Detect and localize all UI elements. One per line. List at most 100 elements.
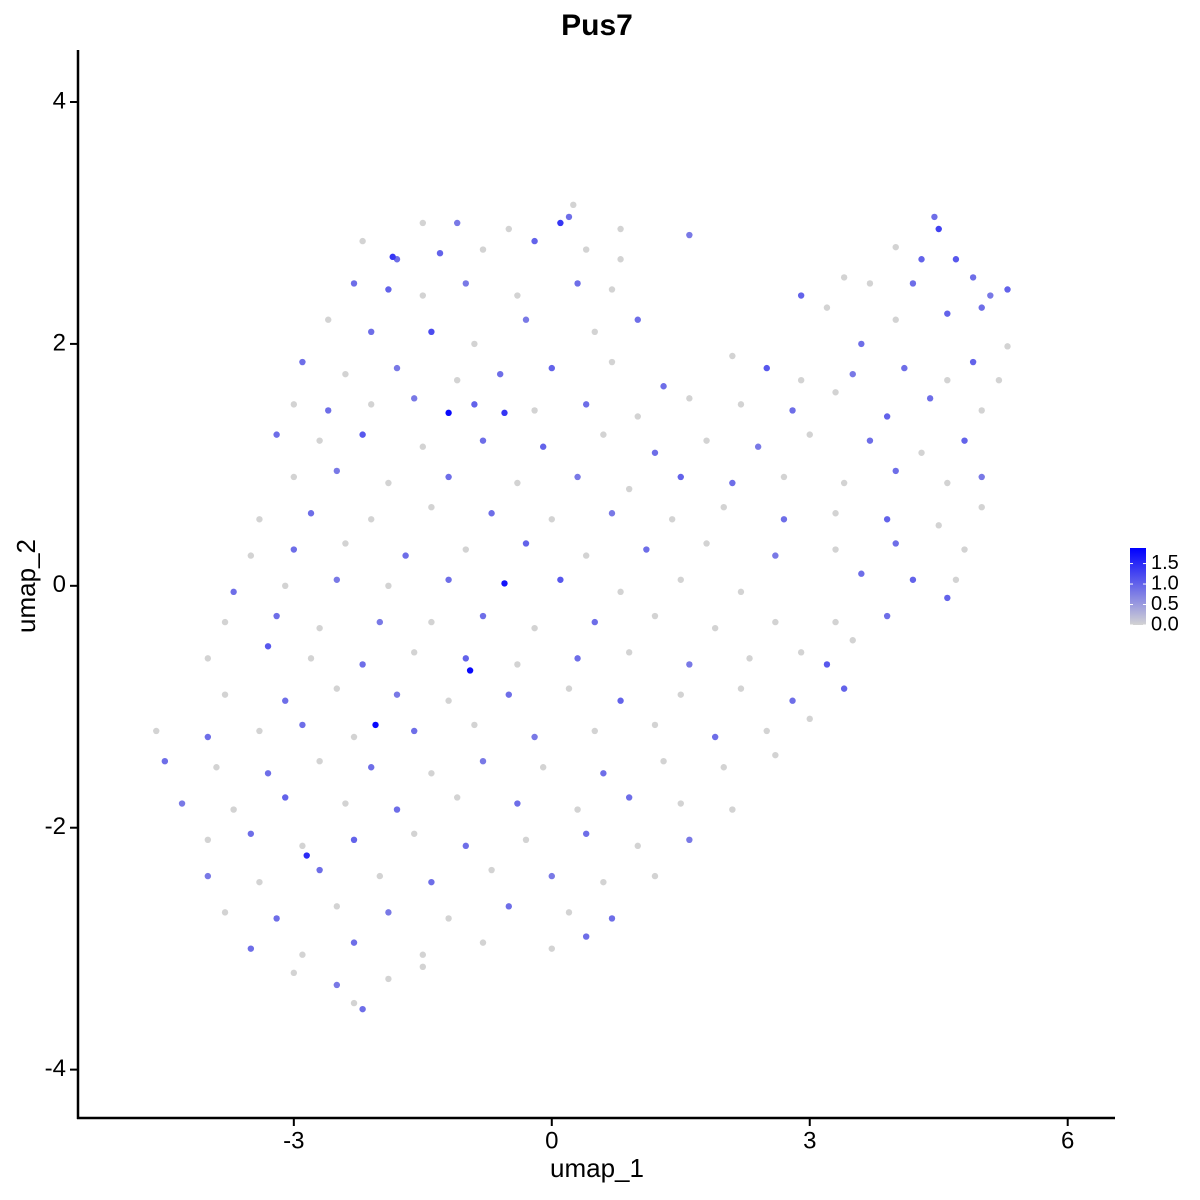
point xyxy=(944,376,951,384)
point xyxy=(282,794,289,801)
point xyxy=(230,588,237,596)
point xyxy=(531,624,538,632)
point xyxy=(466,667,474,674)
point xyxy=(600,878,607,886)
point xyxy=(780,516,788,523)
point xyxy=(729,479,736,487)
point xyxy=(264,770,272,777)
point xyxy=(840,479,848,487)
point xyxy=(299,842,306,850)
point xyxy=(385,975,392,983)
point xyxy=(290,473,298,481)
point xyxy=(729,352,736,360)
point xyxy=(454,794,461,801)
point xyxy=(247,830,255,837)
point xyxy=(892,316,899,323)
point xyxy=(651,721,659,729)
point xyxy=(428,618,435,626)
point xyxy=(359,431,366,438)
point xyxy=(1004,343,1011,350)
colorbar-tick-label: 1.5 xyxy=(1151,552,1179,574)
point xyxy=(617,588,624,596)
point xyxy=(445,409,452,417)
point xyxy=(582,933,590,940)
point xyxy=(462,842,470,850)
point xyxy=(411,727,418,735)
points xyxy=(153,201,1011,1013)
point xyxy=(307,510,315,517)
point xyxy=(273,915,280,922)
point xyxy=(316,624,323,632)
point xyxy=(840,685,848,692)
point xyxy=(978,407,985,414)
point xyxy=(462,546,470,553)
point xyxy=(944,479,951,487)
point xyxy=(969,358,977,366)
point xyxy=(488,866,495,874)
point xyxy=(987,292,994,299)
point xyxy=(565,909,573,916)
point xyxy=(230,806,237,813)
point xyxy=(625,649,633,656)
colorbar-tick-label: 1.0 xyxy=(1151,572,1179,594)
x-tick-label: 3 xyxy=(803,1127,816,1154)
point xyxy=(350,733,358,741)
point xyxy=(411,395,418,402)
point xyxy=(436,249,444,257)
point xyxy=(849,637,856,644)
point xyxy=(385,582,392,590)
point xyxy=(574,655,581,662)
point xyxy=(247,945,255,952)
point xyxy=(858,340,865,348)
point xyxy=(789,407,796,414)
point xyxy=(574,280,581,287)
point xyxy=(772,751,779,759)
point xyxy=(720,503,727,511)
point xyxy=(376,872,384,880)
point xyxy=(772,552,779,559)
point xyxy=(754,443,762,450)
point xyxy=(763,364,770,372)
point xyxy=(264,643,272,650)
point xyxy=(479,939,487,946)
point xyxy=(832,510,839,517)
point xyxy=(471,721,478,729)
point xyxy=(204,836,212,844)
point xyxy=(892,243,899,251)
point xyxy=(651,612,659,620)
point xyxy=(806,715,813,723)
point xyxy=(944,594,951,602)
point xyxy=(660,757,667,765)
point xyxy=(677,576,684,583)
point xyxy=(385,909,392,916)
point xyxy=(806,431,813,438)
point xyxy=(703,437,710,444)
point xyxy=(978,503,985,511)
point xyxy=(316,757,323,765)
point xyxy=(290,546,298,553)
point xyxy=(711,624,719,632)
point xyxy=(737,588,745,596)
point xyxy=(376,618,384,626)
y-tick-label: 0 xyxy=(53,571,66,598)
point xyxy=(221,909,229,916)
point xyxy=(931,213,938,221)
point xyxy=(737,685,745,692)
point xyxy=(952,576,960,583)
point xyxy=(462,655,470,662)
point xyxy=(256,727,263,735)
point xyxy=(677,473,684,481)
point xyxy=(892,467,899,475)
point xyxy=(333,467,341,475)
point xyxy=(333,981,341,989)
chart-title: Pus7 xyxy=(561,9,633,42)
point xyxy=(522,316,530,323)
point xyxy=(961,546,968,553)
point xyxy=(995,376,1003,384)
point xyxy=(488,510,495,517)
point xyxy=(303,852,310,859)
point xyxy=(866,280,874,287)
point xyxy=(522,836,530,844)
point xyxy=(505,691,512,698)
